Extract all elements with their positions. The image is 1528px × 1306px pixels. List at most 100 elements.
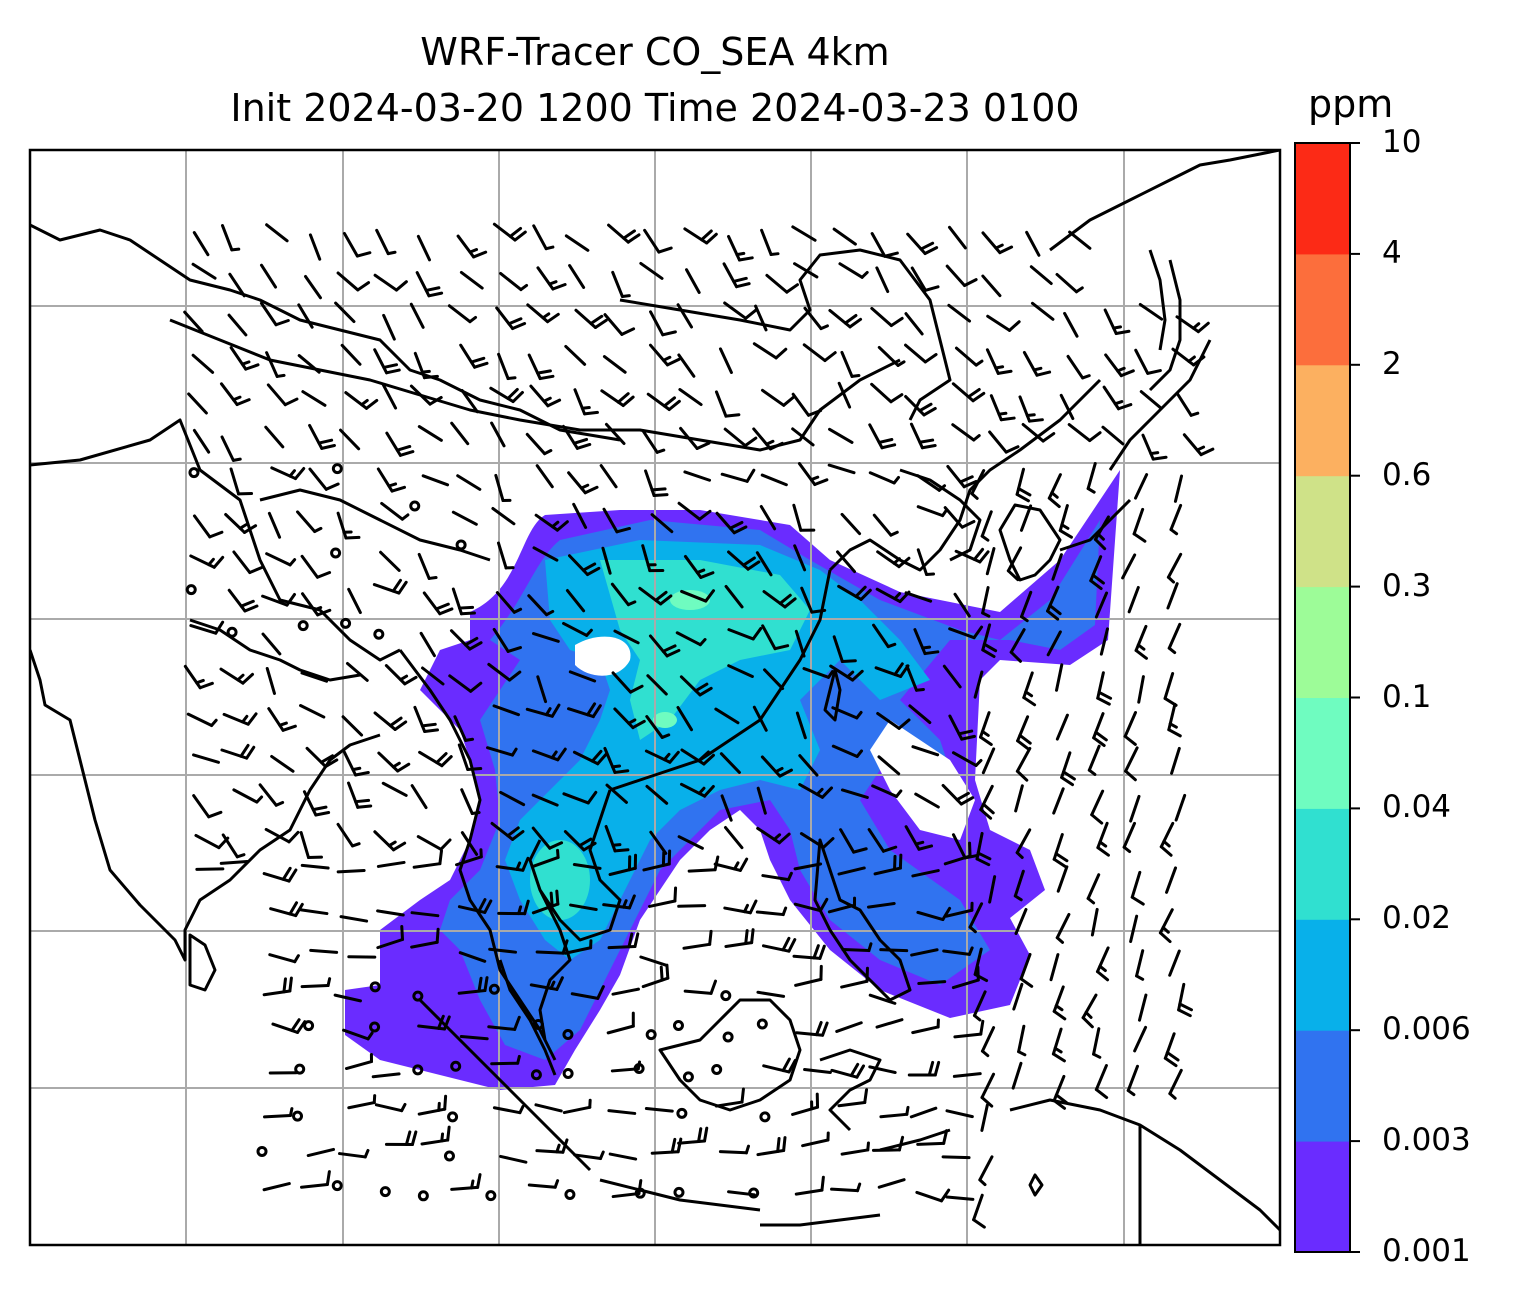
colorbar-segment [1295, 1030, 1350, 1142]
calm-wind-marker [412, 990, 424, 1002]
wind-barb [447, 304, 478, 324]
wind-barb [827, 463, 856, 475]
calm-wind-marker [331, 1180, 343, 1192]
wind-barb [1094, 591, 1109, 619]
wind-barb [456, 234, 488, 259]
wind-barb [610, 582, 637, 607]
wind-barb [1016, 715, 1032, 751]
wind-barb [803, 306, 829, 331]
wind-barb [535, 939, 569, 955]
wind-barb [1055, 272, 1084, 294]
wind-barb [1092, 1027, 1102, 1059]
wind-barb [309, 948, 339, 954]
calm-wind-marker [720, 990, 732, 1002]
sakhalin [1148, 249, 1167, 351]
wind-barb [827, 896, 857, 914]
calm-wind-marker [188, 467, 200, 479]
wind-barb [715, 511, 748, 535]
wind-barb [756, 990, 786, 998]
wind-barb [906, 232, 939, 256]
wind-barb [714, 390, 741, 418]
wind-barb [765, 273, 799, 294]
calm-wind-marker [485, 1190, 497, 1202]
wind-barb [300, 1170, 331, 1189]
small-island-1 [1028, 1173, 1044, 1197]
wind-barb [644, 749, 680, 764]
wind-barb [840, 788, 869, 799]
calm-wind-marker [417, 1190, 429, 1202]
wind-barb [723, 427, 758, 448]
wind-barb [1166, 582, 1179, 610]
wind-barb [1052, 787, 1065, 815]
colorbar-tick-label: 0.006 [1382, 1011, 1471, 1048]
wind-barb [639, 955, 668, 967]
wind-barb [450, 1173, 482, 1191]
wind-barb [1094, 1064, 1109, 1100]
wind-barb [299, 704, 326, 719]
wind-barb [832, 227, 857, 246]
wind-barb [300, 671, 329, 683]
wind-barb [946, 464, 978, 489]
calm-wind-marker [303, 1020, 315, 1032]
wind-barb [220, 224, 241, 252]
wind-barb [189, 554, 225, 569]
wind-barb [762, 1057, 797, 1074]
wind-barb [262, 1182, 291, 1192]
wind-barb [794, 629, 806, 658]
wind-barb [1015, 828, 1032, 859]
wind-barb [904, 312, 924, 336]
wind-barb [336, 271, 371, 292]
wind-barb [192, 231, 210, 257]
wind-barb [871, 1135, 905, 1152]
wind-barb [841, 942, 873, 953]
borneo [658, 998, 802, 1112]
co-tracer-plume [345, 470, 1120, 1090]
wind-barb [870, 382, 904, 404]
wind-barb [799, 832, 835, 849]
wind-barb [677, 904, 707, 908]
wind-barb [763, 668, 785, 691]
wind-barb [1123, 711, 1137, 746]
wind-barb [952, 1072, 982, 1078]
wind-barb [872, 513, 899, 537]
wind-barb [943, 841, 972, 866]
colorbar-segment [1295, 586, 1350, 698]
wind-barb [265, 223, 289, 243]
wind-barb [420, 1125, 451, 1146]
wind-barb [676, 303, 694, 329]
wind-barb [347, 1094, 377, 1110]
wind-barb [373, 348, 401, 375]
wind-barb [791, 392, 823, 417]
wind-barb [607, 1109, 637, 1115]
wind-barb [941, 783, 975, 806]
wind-barb [220, 743, 256, 760]
wind-barb [802, 667, 834, 679]
calm-wind-marker [562, 1067, 574, 1079]
wind-barb [417, 1094, 448, 1116]
wind-barb [1049, 953, 1060, 982]
wind-barb [532, 224, 555, 251]
wind-barb [679, 782, 715, 798]
wind-barb [572, 502, 588, 529]
wind-barb [1174, 793, 1187, 822]
wind-barb [1167, 702, 1182, 738]
wind-barb [685, 268, 701, 294]
wind-barb [371, 1072, 401, 1079]
wind-barb [1171, 347, 1206, 367]
wind-barb [574, 308, 608, 329]
colorbar-segment [1295, 143, 1350, 255]
wind-barb [458, 951, 487, 963]
wind-barb [573, 1150, 605, 1161]
wind-barb [909, 422, 937, 450]
wind-barb [868, 471, 901, 485]
wind-barb [837, 584, 872, 601]
wind-barb [801, 1131, 830, 1148]
colorbar-tick-label: 0.6 [1382, 456, 1432, 493]
wind-barb [647, 886, 678, 908]
colorbar-tick-label: 0.04 [1382, 789, 1452, 826]
wind-barb [760, 755, 793, 778]
wind-barb [875, 266, 890, 294]
wind-barb [490, 1054, 521, 1066]
wind-barb [1011, 1061, 1023, 1090]
wind-barb [724, 928, 755, 949]
